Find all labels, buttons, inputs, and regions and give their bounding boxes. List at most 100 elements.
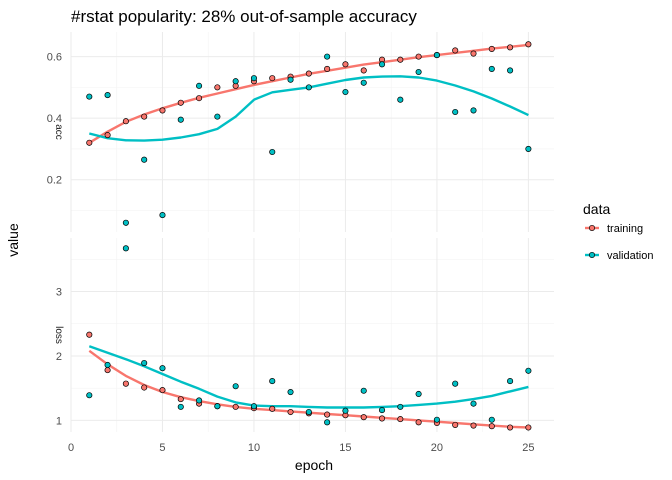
- x-axis-title: epoch: [295, 457, 333, 473]
- data-point-validation: [141, 156, 148, 163]
- data-point-validation: [324, 419, 331, 426]
- data-point-training: [507, 424, 514, 431]
- data-point-validation: [214, 403, 221, 410]
- data-point-training: [470, 422, 477, 429]
- data-point-training: [360, 414, 367, 421]
- chart-title: #rstat popularity: 28% out-of-sample acc…: [71, 7, 417, 26]
- data-point-validation: [525, 145, 532, 152]
- data-point-training: [122, 380, 129, 387]
- y-tick-label: 2: [56, 351, 62, 363]
- data-point-validation: [452, 380, 459, 387]
- data-point-training: [525, 41, 532, 48]
- data-point-training: [122, 118, 129, 125]
- data-point-validation: [177, 116, 184, 123]
- data-point-training: [488, 45, 495, 52]
- data-point-validation: [305, 408, 312, 416]
- data-point-training: [232, 403, 239, 410]
- data-point-validation: [232, 78, 239, 85]
- y-tick-label: 0.6: [47, 52, 62, 64]
- data-point-validation: [415, 68, 422, 76]
- data-point-validation: [397, 96, 404, 103]
- legend-title: data: [583, 201, 610, 217]
- data-point-validation: [507, 67, 514, 74]
- data-point-training: [342, 61, 349, 68]
- data-point-training: [397, 56, 404, 63]
- data-point-training: [525, 424, 532, 431]
- data-point-training: [507, 44, 514, 51]
- y-tick-label: 3: [56, 286, 62, 298]
- y-tick-label: 0.4: [47, 113, 62, 125]
- data-point-training: [86, 139, 93, 146]
- data-point-training: [196, 95, 203, 102]
- panel-acc: 0.2 0.4 0.6 acc: [47, 32, 554, 232]
- x-tick-label: 5: [159, 442, 165, 454]
- data-point-validation: [433, 416, 440, 423]
- data-point-training: [269, 75, 276, 82]
- strip-label-loss: loss: [53, 326, 64, 344]
- data-point-validation: [159, 212, 166, 219]
- data-point-training: [470, 50, 477, 57]
- x-tick-label: 0: [68, 442, 74, 454]
- data-point-validation: [250, 403, 258, 410]
- data-point-validation: [397, 403, 404, 410]
- data-point-validation: [360, 79, 367, 86]
- legend-label-validation: validation: [607, 250, 653, 262]
- data-point-validation: [250, 75, 258, 82]
- strip-label-acc: acc: [53, 124, 64, 140]
- legend-entries: training validation: [585, 223, 653, 262]
- data-point-validation: [452, 108, 459, 116]
- data-point-training: [324, 411, 331, 418]
- x-tick-label: 15: [339, 442, 351, 454]
- data-point-validation: [342, 88, 349, 96]
- data-point-training: [488, 423, 495, 430]
- smooth-line-training: [88, 43, 529, 144]
- data-point-training: [141, 384, 148, 391]
- data-point-validation: [415, 390, 422, 398]
- data-point-validation: [214, 113, 221, 120]
- data-point-validation: [232, 383, 239, 390]
- data-point-validation: [122, 219, 129, 226]
- legend-key-point-validation: [588, 251, 596, 259]
- data-point-validation: [470, 400, 477, 407]
- data-point-validation: [177, 403, 184, 410]
- data-point-training: [177, 99, 184, 106]
- data-point-validation: [507, 378, 514, 385]
- data-point-validation: [470, 107, 477, 114]
- data-point-validation: [324, 53, 331, 60]
- data-point-training: [159, 387, 166, 394]
- data-point-training: [214, 84, 221, 91]
- smooth-line-validation: [88, 345, 529, 409]
- data-point-validation: [122, 245, 129, 252]
- data-point-training: [415, 419, 422, 426]
- data-point-validation: [342, 407, 349, 414]
- y-tick-label: 1: [56, 415, 62, 427]
- data-point-training: [269, 405, 276, 412]
- data-point-validation: [360, 387, 367, 394]
- x-tick-label: 20: [431, 442, 443, 454]
- data-point-validation: [287, 388, 294, 396]
- data-point-validation: [433, 52, 440, 59]
- data-point-training: [305, 70, 312, 77]
- data-point-training: [360, 67, 367, 74]
- y-tick-label: 0.2: [47, 175, 62, 187]
- data-point-training: [159, 107, 166, 114]
- data-point-validation: [269, 148, 276, 156]
- data-point-training: [104, 132, 111, 139]
- data-point-validation: [196, 82, 203, 89]
- data-point-validation: [141, 359, 148, 367]
- data-point-validation: [378, 407, 386, 414]
- data-point-validation: [269, 378, 276, 385]
- y-axis-title: value: [5, 223, 21, 257]
- data-point-validation: [104, 361, 111, 369]
- legend: data training validation: [583, 201, 653, 262]
- data-point-training: [177, 396, 184, 403]
- data-point-validation: [86, 93, 93, 100]
- data-point-validation: [159, 365, 166, 372]
- panels: 0.2 0.4 0.6 acc 1 2 3 loss 0 5 10 15 20 25: [47, 32, 554, 454]
- x-axis-ticks: 0 5 10 15 20 25: [68, 442, 535, 454]
- data-point-training: [86, 331, 93, 338]
- data-point-validation: [488, 65, 495, 72]
- data-point-validation: [104, 92, 111, 99]
- legend-key-point-training: [588, 224, 596, 232]
- data-point-training: [452, 421, 459, 428]
